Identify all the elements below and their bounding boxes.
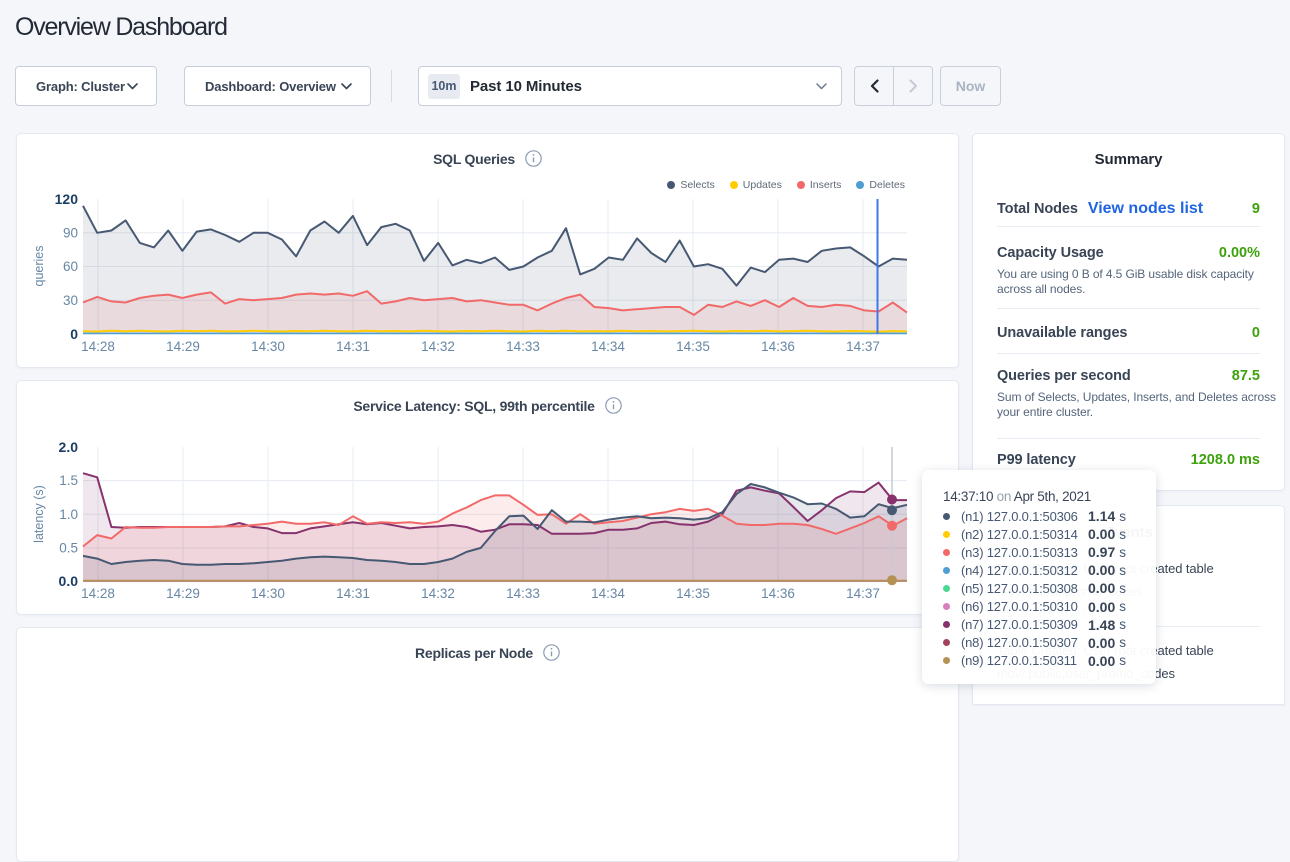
svg-text:14:33: 14:33 [506,586,540,601]
svg-text:14:36: 14:36 [761,339,795,354]
svg-text:60: 60 [63,259,78,274]
svg-text:30: 30 [63,293,78,308]
svg-text:14:33: 14:33 [506,339,540,354]
svg-text:14:31: 14:31 [336,586,370,601]
svg-text:1.0: 1.0 [59,507,78,522]
svg-text:14:37: 14:37 [846,586,880,601]
svg-text:14:32: 14:32 [421,586,455,601]
svg-text:14:29: 14:29 [166,586,200,601]
svg-text:14:30: 14:30 [251,339,285,354]
svg-text:120: 120 [55,191,79,207]
svg-text:0.0: 0.0 [59,573,79,589]
svg-text:14:35: 14:35 [676,339,710,354]
svg-text:14:31: 14:31 [336,339,370,354]
svg-text:14:30: 14:30 [251,586,285,601]
svg-text:0: 0 [70,326,78,342]
svg-text:14:37: 14:37 [846,339,880,354]
svg-text:latency (s): latency (s) [32,485,46,543]
svg-text:14:32: 14:32 [421,339,455,354]
svg-text:2.0: 2.0 [59,439,79,455]
svg-text:14:29: 14:29 [166,339,200,354]
svg-text:14:35: 14:35 [676,586,710,601]
svg-text:14:34: 14:34 [591,339,625,354]
svg-text:queries: queries [32,246,46,287]
svg-text:14:28: 14:28 [81,586,115,601]
svg-text:14:34: 14:34 [591,586,625,601]
svg-text:14:28: 14:28 [81,339,115,354]
svg-text:0.5: 0.5 [59,540,78,555]
svg-text:1.5: 1.5 [59,473,78,488]
svg-text:90: 90 [63,226,78,241]
svg-text:14:36: 14:36 [761,586,795,601]
